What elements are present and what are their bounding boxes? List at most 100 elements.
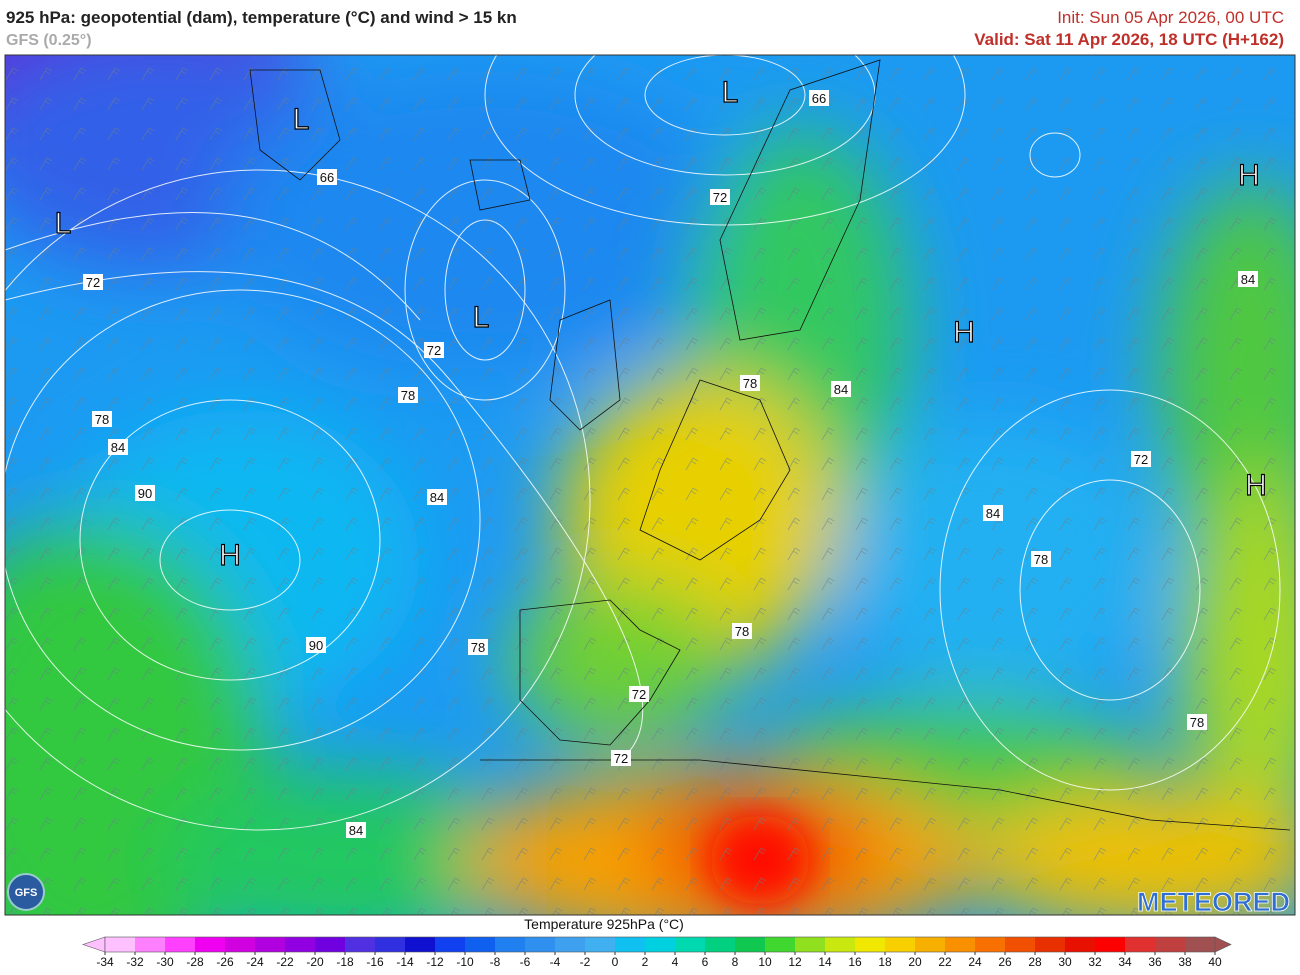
contour-label: 84 — [834, 382, 848, 397]
colorbar-segment — [315, 937, 346, 952]
contour-label: 84 — [349, 823, 363, 838]
colorbar-tick-label: -30 — [156, 955, 174, 969]
contour-label-box — [983, 505, 1003, 521]
colorbar-tick-label: -8 — [490, 955, 501, 969]
colorbar-segment — [465, 937, 496, 952]
contour-label: 66 — [812, 91, 826, 106]
colorbar-tick-label: -24 — [246, 955, 264, 969]
colorbar-segment — [1095, 937, 1126, 952]
contour-label: 84 — [430, 490, 444, 505]
colorbar-segment — [915, 937, 946, 952]
contour-label: 72 — [632, 687, 646, 702]
colorbar-tick-label: 22 — [938, 955, 952, 969]
init-time: Init: Sun 05 Apr 2026, 00 UTC — [1057, 8, 1284, 27]
pressure-center: L — [293, 103, 310, 136]
contour-label-box — [135, 485, 155, 501]
colorbar-tick-label: 24 — [968, 955, 982, 969]
contour-label-box — [83, 274, 103, 290]
colorbar-segment — [105, 937, 136, 952]
contour-label: 66 — [320, 170, 334, 185]
contour-label: 78 — [743, 376, 757, 391]
contour-label-box — [317, 169, 337, 185]
contour-label-box — [629, 686, 649, 702]
pressure-center: L — [55, 207, 72, 240]
title: 925 hPa: geopotential (dam), temperature… — [6, 8, 517, 27]
colorbar-segment — [795, 937, 826, 952]
contour-label-box — [611, 750, 631, 766]
pressure-center: H — [1238, 159, 1260, 192]
colorbar-arrow-low — [82, 936, 106, 953]
contour-label: 78 — [1034, 552, 1048, 567]
contour-label: 72 — [713, 190, 727, 205]
colorbar-segment — [705, 937, 736, 952]
pressure-center: H — [953, 316, 975, 349]
colorbar-segment — [225, 937, 256, 952]
contour-label: 72 — [1134, 452, 1148, 467]
badge-circle — [7, 873, 45, 911]
contour-label-box — [424, 342, 444, 358]
colorbar-tick-label: -32 — [126, 955, 144, 969]
contour-label-box — [710, 189, 730, 205]
colorbar-segment — [585, 937, 616, 952]
contour-label-box — [809, 90, 829, 106]
colorbar-tick-label: 8 — [732, 955, 739, 969]
colorbar-segment — [375, 937, 406, 952]
colorbar-segment — [285, 937, 316, 952]
contour-label: 84 — [986, 506, 1000, 521]
colorbar-tick-label: 18 — [878, 955, 892, 969]
contour-label-box — [92, 411, 112, 427]
pressure-center: L — [473, 301, 490, 334]
colorbar-segment — [1155, 937, 1186, 952]
contour-label-box — [1131, 451, 1151, 467]
badge-text: GFS — [15, 887, 38, 899]
geopotential-contours — [5, 55, 1281, 831]
contour-label-box — [398, 387, 418, 403]
contour-label: 72 — [86, 275, 100, 290]
colorbar-tick-label: 34 — [1118, 955, 1132, 969]
colorbar-segment — [855, 937, 886, 952]
contour-label: 78 — [401, 388, 415, 403]
colorbar-segment — [135, 937, 166, 952]
contour-label-box — [1031, 551, 1051, 567]
contour-label: 78 — [471, 640, 485, 655]
gfs-badge: GFS — [7, 873, 45, 911]
colorbar-tick-label: -4 — [550, 955, 561, 969]
colorbar-segment — [195, 937, 226, 952]
colorbar-tick-label: 2 — [642, 955, 649, 969]
contour-label: 84 — [1241, 272, 1255, 287]
map-frame — [4, 54, 1296, 916]
colorbar-tick-label: 26 — [998, 955, 1012, 969]
colorbar-tick-label: 10 — [758, 955, 772, 969]
valid-time: Valid: Sat 11 Apr 2026, 18 UTC (H+162) — [974, 30, 1284, 49]
colorbar-tick-label: 12 — [788, 955, 802, 969]
contour-label: 84 — [111, 440, 125, 455]
colorbar-tick-label: -6 — [520, 955, 531, 969]
colorbar-tick-label: 32 — [1088, 955, 1102, 969]
contour-label-box — [831, 381, 851, 397]
colorbar-segment — [1035, 937, 1066, 952]
colorbar-segment — [675, 937, 706, 952]
contour-label-box — [306, 637, 326, 653]
contour-label-box — [1187, 714, 1207, 730]
colorbar: -34 -32 -30 -28 -26 -24 -22 -20 -18 -16 -14 -12 -10-… — [82, 936, 1232, 969]
brand-logo: METEORED — [1137, 887, 1290, 917]
colorbar-segment — [1005, 937, 1036, 952]
model-name: GFS (0.25°) — [6, 32, 92, 49]
colorbar-tick-label: -26 — [216, 955, 234, 969]
contour-label: 90 — [309, 638, 323, 653]
colorbar-segment — [645, 937, 676, 952]
contour-label-box — [732, 623, 752, 639]
pressure-center: L — [722, 76, 739, 109]
colorbar-tick-label: 16 — [848, 955, 862, 969]
colorbar-segment — [345, 937, 376, 952]
colorbar-segment — [945, 937, 976, 952]
colorbar-segment — [1065, 937, 1096, 952]
colorbar-tick-label: 6 — [702, 955, 709, 969]
contour-label-box — [740, 375, 760, 391]
colorbar-tick-label: 14 — [818, 955, 832, 969]
contour-label-box — [427, 489, 447, 505]
colorbar-segment — [735, 937, 766, 952]
